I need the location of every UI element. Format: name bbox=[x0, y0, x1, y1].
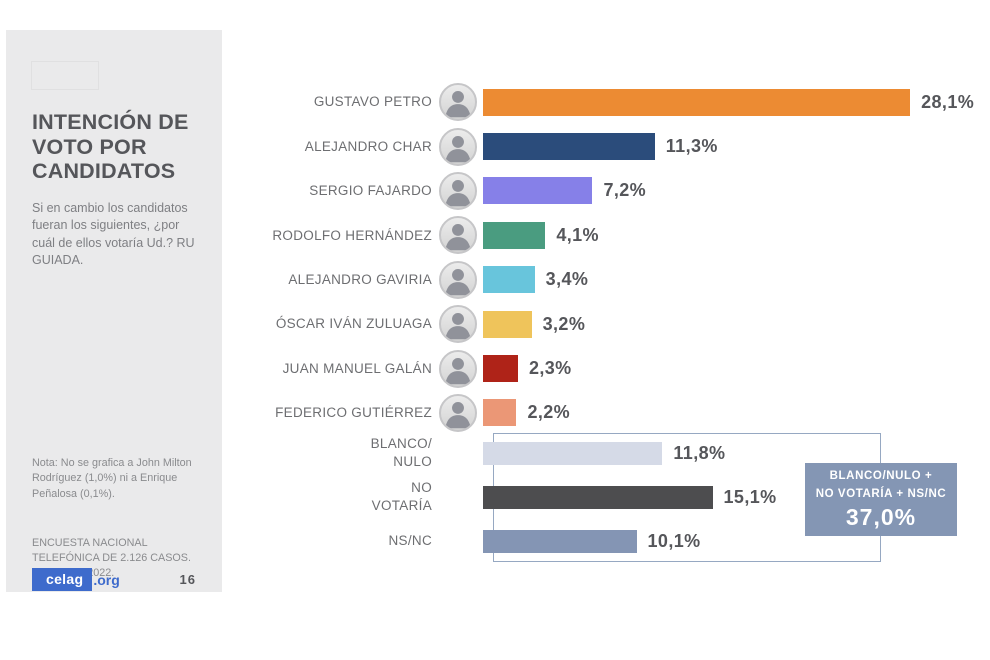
bar bbox=[483, 399, 517, 427]
page-title: INTENCIÓN DE VOTO POR CANDIDATOS bbox=[32, 110, 189, 183]
non-candidate-rows: BLANCO/NULO 11,8% NO VOTARÍA 15,1% NS/NC 10,1% bbox=[250, 431, 777, 563]
survey-question: Si en cambio los candidatos fueran los s… bbox=[32, 201, 195, 267]
bar-value-label: 3,2% bbox=[542, 313, 586, 334]
bar-value-label: 28,1% bbox=[921, 91, 975, 112]
candidate-avatar bbox=[438, 83, 477, 122]
bar bbox=[483, 441, 663, 465]
avatar-slot bbox=[432, 171, 483, 210]
chart-row: ALEJANDRO CHAR 11,3% bbox=[250, 124, 974, 168]
bar bbox=[483, 266, 535, 294]
candidate-name-label: ÓSCAR IVÁN ZULUAGA bbox=[275, 316, 432, 332]
footnote: Nota: No se grafica a John Milton Rodríg… bbox=[32, 457, 192, 500]
bar-value-label: 11,3% bbox=[665, 136, 718, 157]
bar-value-label: 2,2% bbox=[527, 402, 571, 423]
candidate-name-label: GUSTAVO PETRO bbox=[313, 94, 432, 110]
candidate-avatar bbox=[438, 393, 477, 432]
chart-row: GUSTAVO PETRO 28,1% bbox=[250, 80, 974, 124]
flag-stripe-red bbox=[32, 80, 98, 89]
bar bbox=[483, 485, 713, 509]
candidate-name-label: FEDERICO GUTIÉRREZ bbox=[275, 405, 432, 421]
bar-value-label: 2,3% bbox=[528, 358, 572, 379]
avatar-slot bbox=[432, 305, 483, 344]
candidate-name-label: RODOLFO HERNÁNDEZ bbox=[272, 227, 432, 243]
bar bbox=[483, 310, 532, 338]
colombia-flag-icon bbox=[32, 62, 98, 89]
avatar-slot bbox=[432, 260, 483, 299]
avatar-slot bbox=[432, 83, 483, 122]
aggregate-value: 37,0% bbox=[845, 503, 917, 530]
bar bbox=[483, 221, 546, 249]
candidate-avatar bbox=[438, 349, 477, 388]
candidate-avatar bbox=[438, 260, 477, 299]
candidate-avatar bbox=[438, 216, 477, 255]
option-name-label: NS/NC bbox=[388, 533, 432, 549]
chart-row: NO VOTARÍA 15,1% bbox=[250, 475, 777, 519]
bar-value-label: 15,1% bbox=[723, 486, 777, 507]
option-name-label: NO VOTARÍA bbox=[371, 480, 432, 513]
candidate-avatar bbox=[438, 127, 477, 166]
chart-row: SERGIO FAJARDO 7,2% bbox=[250, 169, 974, 213]
bar bbox=[483, 355, 518, 383]
bar-value-label: 3,4% bbox=[545, 269, 589, 290]
bar-value-label: 7,2% bbox=[603, 180, 647, 201]
candidate-name-label: SERGIO FAJARDO bbox=[309, 183, 432, 199]
aggregate-label-line1: BLANCO/NULO + bbox=[829, 470, 933, 483]
celag-logo-suffix: .org bbox=[93, 571, 120, 588]
candidate-rows: GUSTAVO PETRO 28,1% ALEJANDRO CHAR 11,3% SER… bbox=[250, 80, 974, 435]
chart-row: NS/NC 10,1% bbox=[250, 519, 777, 563]
bar bbox=[483, 88, 911, 116]
bar-value-label: 11,8% bbox=[673, 442, 726, 463]
bar bbox=[483, 529, 637, 553]
candidate-name-label: ALEJANDRO CHAR bbox=[304, 138, 432, 154]
avatar-slot bbox=[432, 127, 483, 166]
chart-row: ÓSCAR IVÁN ZULUAGA 3,2% bbox=[250, 302, 974, 346]
candidate-name-label: JUAN MANUEL GALÁN bbox=[282, 360, 432, 376]
chart-row: FEDERICO GUTIÉRREZ 2,2% bbox=[250, 391, 974, 435]
bar-value-label: 10,1% bbox=[647, 530, 701, 551]
sidebar: INTENCIÓN DE VOTO POR CANDIDATOS Si en c… bbox=[6, 30, 222, 592]
aggregate-callout: BLANCO/NULO + NO VOTARÍA + NS/NC 37,0% bbox=[805, 463, 957, 536]
chart-row: RODOLFO HERNÁNDEZ 4,1% bbox=[250, 213, 974, 257]
bar-value-label: 4,1% bbox=[556, 224, 599, 245]
bar bbox=[483, 133, 655, 161]
option-name-label: BLANCO/NULO bbox=[370, 436, 432, 469]
chart-row: BLANCO/NULO 11,8% bbox=[250, 431, 777, 475]
page-number: 16 bbox=[179, 572, 196, 587]
footer-row: celag .org 16 bbox=[32, 568, 202, 591]
candidate-avatar bbox=[438, 171, 477, 210]
celag-logo: celag bbox=[32, 568, 93, 591]
bar bbox=[483, 177, 593, 205]
flag-stripe-yellow bbox=[32, 62, 98, 72]
avatar-slot bbox=[432, 349, 483, 388]
chart-row: JUAN MANUEL GALÁN 2,3% bbox=[250, 346, 974, 390]
candidate-avatar bbox=[438, 305, 477, 344]
avatar-slot bbox=[432, 216, 483, 255]
avatar-slot bbox=[432, 393, 483, 432]
chart-row: ALEJANDRO GAVIRIA 3,4% bbox=[250, 258, 974, 302]
flag-stripe-blue bbox=[32, 72, 98, 80]
aggregate-label-line2: NO VOTARÍA + NS/NC bbox=[815, 487, 947, 500]
candidate-name-label: ALEJANDRO GAVIRIA bbox=[288, 271, 432, 287]
